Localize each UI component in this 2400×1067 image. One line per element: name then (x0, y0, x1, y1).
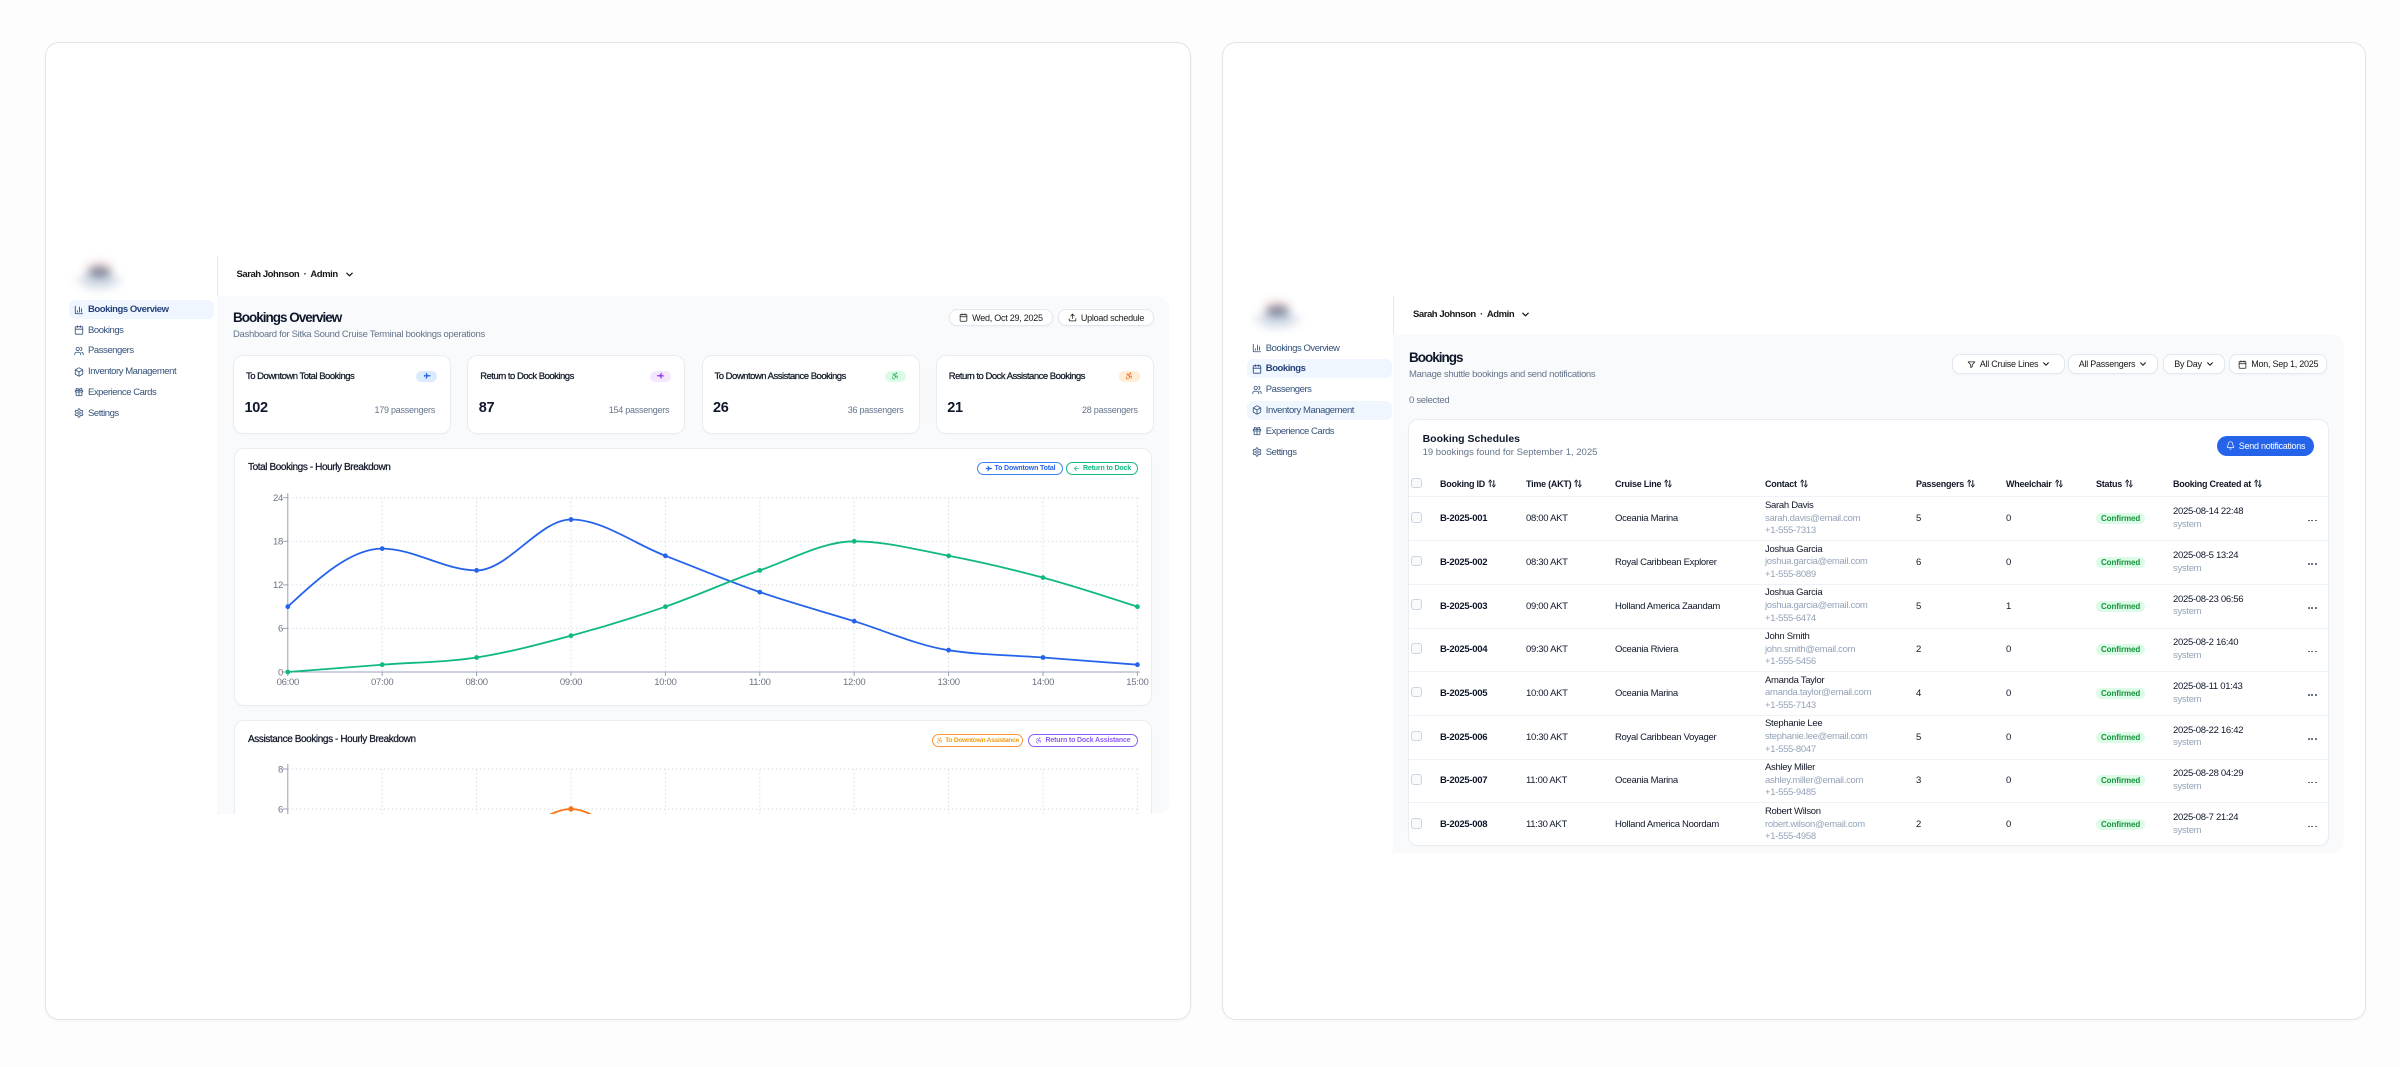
svg-text:06:00: 06:00 (277, 677, 299, 688)
svg-text:12: 12 (273, 580, 283, 591)
svg-text:13:00: 13:00 (937, 677, 959, 688)
svg-text:07:00: 07:00 (371, 677, 393, 688)
svg-text:08:00: 08:00 (465, 677, 487, 688)
svg-text:6: 6 (278, 804, 283, 814)
svg-text:6: 6 (278, 624, 283, 635)
svg-text:14:00: 14:00 (1032, 677, 1054, 688)
svg-text:18: 18 (273, 537, 283, 548)
svg-text:24: 24 (273, 493, 283, 504)
svg-text:8: 8 (278, 764, 283, 775)
svg-text:09:00: 09:00 (560, 677, 582, 688)
svg-text:10:00: 10:00 (654, 677, 676, 688)
svg-text:15:00: 15:00 (1126, 677, 1148, 688)
svg-text:11:00: 11:00 (749, 677, 771, 688)
svg-text:12:00: 12:00 (843, 677, 865, 688)
svg-text:0: 0 (278, 667, 283, 678)
